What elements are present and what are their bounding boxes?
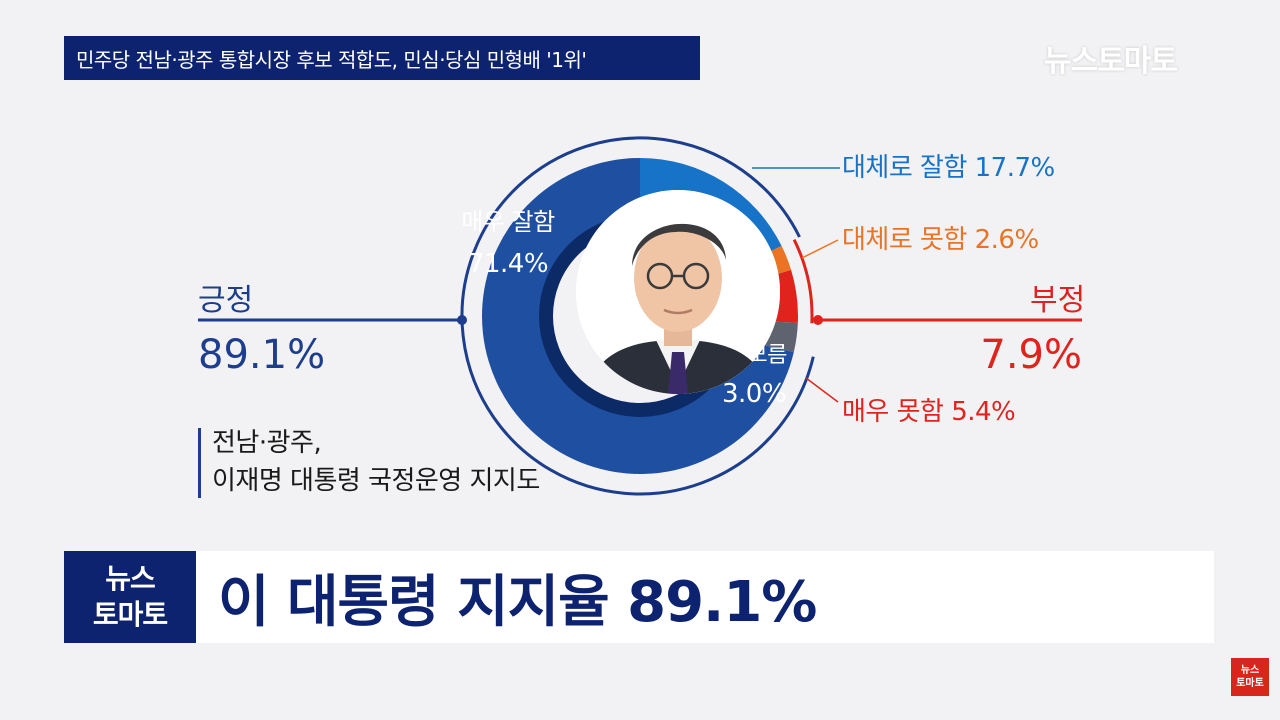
slice-very-good: [482, 158, 794, 474]
slice-value-dont-know: 3.0%: [722, 379, 786, 409]
negative-outer-arc: [792, 239, 814, 324]
subtitle-accent-bar: [198, 428, 201, 498]
slice-value-very-good: 71.4%: [468, 249, 548, 279]
chart-subtitle-line-1: 전남·광주,: [212, 428, 322, 458]
corner-logo: 뉴스 토마토: [1231, 658, 1269, 696]
leader-very-bad: [805, 377, 839, 403]
portrait-illustration: [576, 190, 780, 394]
leader-fairly-bad: [801, 239, 839, 259]
callout-fairly-bad: 대체로 못함 2.6%: [842, 225, 1039, 255]
chart-subtitle-line-2: 이재명 대통령 국정운영 지지도: [212, 466, 540, 496]
negative-leader-dot: [813, 315, 823, 325]
headline-text: 이 대통령 지지율 89.1%: [218, 569, 817, 635]
president-photo: [576, 190, 780, 394]
negative-value: 7.9%: [980, 332, 1082, 378]
news-title-bar: 민주당 전남·광주 통합시장 후보 적합도, 민심·당심 민형배 '1위': [64, 36, 700, 80]
news-title: 민주당 전남·광주 통합시장 후보 적합도, 민심·당심 민형배 '1위': [76, 47, 587, 72]
positive-label: 긍정: [198, 283, 254, 318]
positive-value: 89.1%: [198, 332, 326, 378]
negative-label: 부정: [1030, 283, 1086, 318]
banner-logo: 뉴스 토마토: [64, 551, 196, 643]
positive-outer-arc: [460, 136, 815, 496]
callout-fairly-good: 대체로 잘함 17.7%: [842, 153, 1055, 183]
slice-label-very-good: 매우 잘함: [461, 208, 555, 236]
brand-logo: 뉴스토마토: [1044, 44, 1178, 79]
corner-logo-line-1: 뉴스: [1240, 665, 1260, 676]
banner-logo-line-1: 뉴스: [105, 562, 156, 595]
banner-logo-line-2: 토마토: [92, 598, 168, 631]
chart-subtitle: 전남·광주, 이재명 대통령 국정운영 지지도: [212, 424, 540, 500]
corner-logo-line-2: 토마토: [1236, 678, 1264, 689]
headline-banner: 뉴스 토마토 이 대통령 지지율 89.1%: [64, 551, 1214, 643]
callout-very-bad: 매우 못함 5.4%: [842, 397, 1015, 427]
